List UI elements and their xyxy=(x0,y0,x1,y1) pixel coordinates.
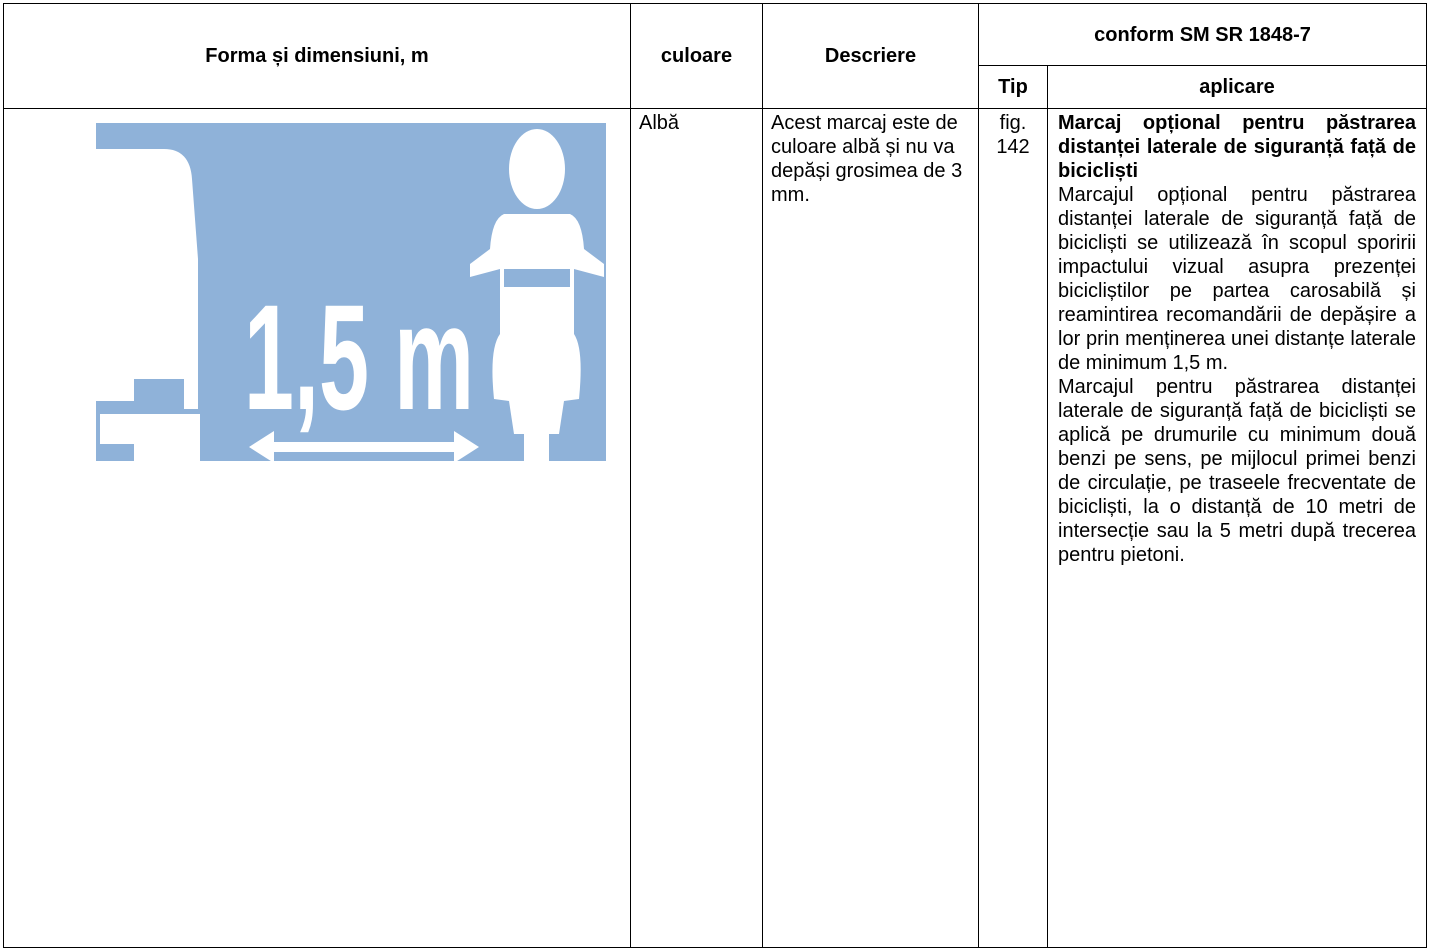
marking-text: 1,5 m xyxy=(244,274,474,441)
application-title: Marcaj opțional pentru păstrarea distanț… xyxy=(1058,112,1417,182)
image-cell: 1,5 m xyxy=(3,108,631,948)
header-cell: Tip xyxy=(978,65,1048,109)
car-wheel xyxy=(134,444,200,461)
application-cell: Marcaj opțional pentru păstrarea distanț… xyxy=(1046,108,1428,948)
marking-image: 1,5 m xyxy=(96,123,606,463)
header-cell: Forma și dimensiuni, m xyxy=(3,3,631,109)
car-bumper xyxy=(100,414,200,444)
application-paragraph: Marcajul opțional pentru păstrarea dista… xyxy=(1058,184,1417,374)
color-cell: Albă xyxy=(630,108,763,948)
application-paragraph: Marcajul pentru păstrarea distanței late… xyxy=(1058,376,1417,566)
type-cell: fig. 142 xyxy=(978,108,1048,948)
header-cell: aplicare xyxy=(1046,65,1428,109)
header-cell: Descriere xyxy=(762,3,979,109)
arrow xyxy=(249,431,479,463)
cyclist-body xyxy=(470,214,604,461)
header-cell: conform SM SR 1848-7 xyxy=(977,3,1428,66)
cyclist-band xyxy=(504,269,570,287)
description-cell: Acest marcaj este de culoare albă și nu … xyxy=(762,108,979,948)
car xyxy=(96,149,198,409)
cyclist-head xyxy=(509,129,565,209)
table: Forma și dimensiuni, m culoare Descriere… xyxy=(3,3,1428,948)
header-cell: culoare xyxy=(630,3,763,109)
